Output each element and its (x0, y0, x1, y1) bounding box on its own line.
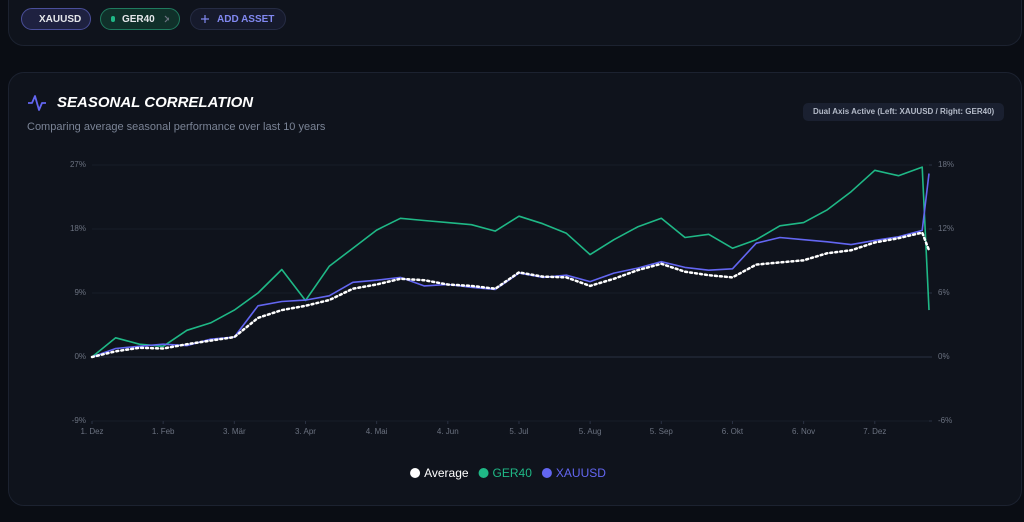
add-asset-label: ADD ASSET (217, 13, 275, 25)
chart-panel (8, 72, 1022, 506)
series-line (91, 173, 930, 358)
x-tick-label: 4. Mai (366, 427, 388, 436)
plus-icon (201, 15, 209, 23)
x-tick-label: 5. Aug (579, 427, 602, 436)
asset-pill[interactable]: GER40 (100, 8, 180, 30)
dual-axis-badge: Dual Axis Active (Left: XAUUSD / Right: … (803, 103, 1005, 121)
legend-label: XAUUSD (556, 466, 606, 480)
asset-pill[interactable]: XAUUSD (21, 8, 91, 30)
legend-label: GER40 (493, 466, 533, 480)
legend-marker (410, 468, 421, 478)
x-tick-label: 5. Sep (650, 427, 674, 436)
x-tick-label: 5. Jul (509, 427, 528, 436)
x-tick-label: 1. Feb (152, 427, 175, 436)
y2-tick-label: 0% (938, 352, 950, 361)
y-tick-label: 9% (74, 288, 86, 297)
y2-tick-label: 6% (938, 288, 950, 297)
asset-dot (111, 16, 115, 22)
asset-label: GER40 (121, 13, 155, 25)
legend-marker (541, 468, 552, 478)
pulse-icon (28, 95, 46, 111)
y-tick-label: -9% (72, 416, 86, 425)
x-tick-label: 4. Jun (437, 427, 459, 436)
remove-icon[interactable] (164, 15, 169, 23)
y2-tick-label: 12% (938, 224, 954, 233)
legend-label: Average (424, 466, 469, 480)
y-tick-label: 27% (70, 160, 86, 169)
x-tick-label: 7. Dez (863, 427, 886, 436)
series-line (90, 231, 931, 359)
legend-marker (478, 468, 489, 478)
panel-subtitle: Comparing average seasonal performance o… (27, 121, 326, 133)
series-line (91, 166, 930, 358)
y2-tick-label: -6% (938, 416, 952, 425)
add-asset-button[interactable]: ADD ASSET (190, 8, 286, 30)
x-tick-label: 1. Dez (80, 427, 103, 436)
y-tick-label: 18% (70, 224, 86, 233)
asset-label: XAUUSD (39, 13, 82, 25)
y2-tick-label: 18% (938, 160, 954, 169)
x-tick-label: 6. Okt (722, 427, 744, 436)
x-tick-label: 3. Mär (223, 427, 246, 436)
y-tick-label: 0% (74, 352, 86, 361)
panel-title: SEASONAL CORRELATION (57, 94, 254, 111)
x-tick-label: 3. Apr (295, 427, 316, 436)
x-tick-label: 6. Nov (792, 427, 815, 436)
